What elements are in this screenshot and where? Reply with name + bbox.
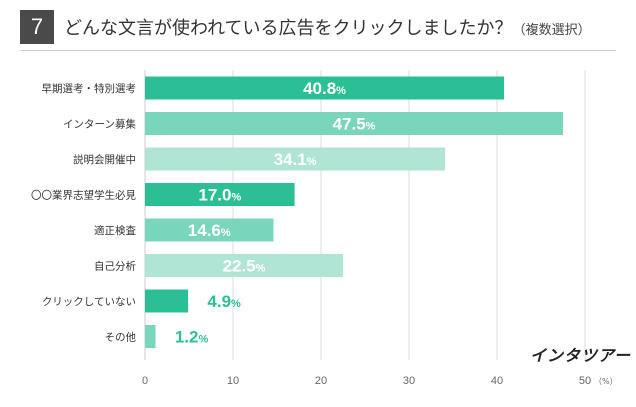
bar [145,183,295,206]
category-label: 自己分析 [94,260,136,273]
category-label: インターン募集 [63,118,136,131]
data-label: 47.5% [333,115,376,134]
bar [145,325,156,348]
data-label: 4.9% [207,292,241,311]
category-label: 説明会開催中 [73,153,136,166]
data-label: 14.6% [188,221,231,240]
brand-logo: インタツアー [530,346,632,365]
category-label: その他 [105,331,137,344]
title-divider [20,50,616,51]
bar [145,289,189,313]
category-label: クリックしていない [42,296,136,308]
bar [145,254,343,277]
x-tick-label: 10 [227,375,239,387]
x-tick-label: 50 [579,375,591,387]
question-number-badge: 7 [20,10,54,44]
x-tick-label: 20 [315,375,327,387]
bar [145,76,505,100]
x-axis-unit: （%） [594,377,618,386]
question-title: どんな文言が使われている広告をクリックしましたか？（複数選択） [64,14,591,40]
data-label: 22.5% [223,257,266,276]
data-label: 1.2% [175,328,209,347]
category-label: 適正検査 [94,224,136,237]
data-label: 17.0% [198,186,241,205]
question-note: （複数選択） [512,23,591,38]
data-label: 40.8% [303,79,346,98]
question-text: どんな文言が使われている広告をクリックしましたか？ [64,18,513,39]
data-label: 34.1% [274,150,317,169]
category-label: 〇〇業界志望学生必見 [31,189,136,202]
bar [145,112,563,135]
bar [145,218,274,242]
bar [145,147,446,171]
x-tick-label: 40 [491,375,503,387]
x-tick-label: 0 [142,375,148,387]
x-tick-label: 30 [403,375,415,387]
category-label: 早期選考・特別選考 [42,82,137,95]
